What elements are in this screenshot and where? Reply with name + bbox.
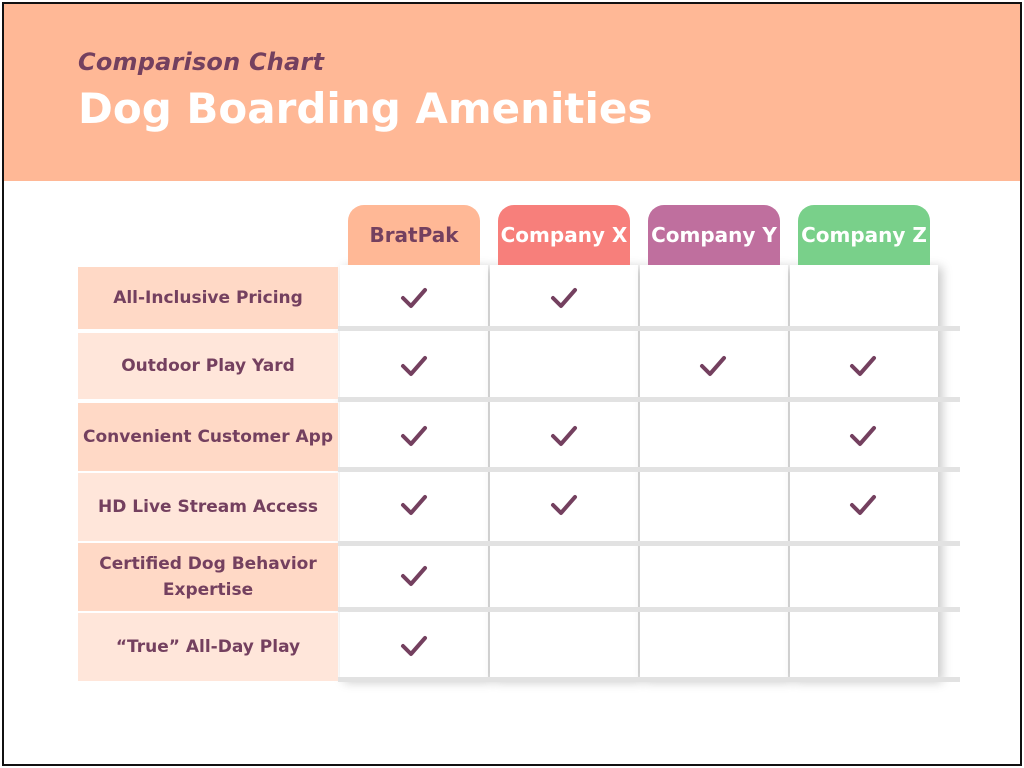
row-label: “True” All-Day Play: [78, 613, 338, 681]
check-icon: [850, 426, 876, 446]
column-header-company-y: Company Y: [648, 205, 780, 265]
column-header-company-z: Company Z: [798, 205, 930, 265]
row-label: HD Live Stream Access: [78, 473, 338, 541]
check-icon: [551, 495, 577, 515]
row-divider: [338, 326, 960, 331]
check-icon: [401, 426, 427, 446]
check-icon: [850, 495, 876, 515]
header-banner: Comparison Chart Dog Boarding Amenities: [4, 4, 1020, 181]
column-header-bratpak: BratPak: [348, 205, 480, 265]
check-icon: [551, 426, 577, 446]
row-label: Certified Dog Behavior Expertise: [78, 543, 338, 611]
check-icon: [551, 288, 577, 308]
check-icon: [401, 636, 427, 656]
row-divider: [338, 607, 960, 612]
row-divider: [338, 677, 960, 682]
check-icon: [401, 495, 427, 515]
chart-subtitle: Comparison Chart: [78, 48, 325, 76]
chart-title: Dog Boarding Amenities: [78, 84, 653, 133]
check-icon: [401, 356, 427, 376]
row-divider: [338, 467, 960, 472]
check-icon: [700, 356, 726, 376]
row-divider: [338, 541, 960, 546]
row-divider: [338, 397, 960, 402]
row-label: Convenient Customer App: [78, 403, 338, 471]
check-icon: [401, 566, 427, 586]
check-icon: [401, 288, 427, 308]
row-label: All-Inclusive Pricing: [78, 267, 338, 329]
column-header-company-x: Company X: [498, 205, 630, 265]
row-label: Outdoor Play Yard: [78, 333, 338, 399]
check-icon: [850, 356, 876, 376]
